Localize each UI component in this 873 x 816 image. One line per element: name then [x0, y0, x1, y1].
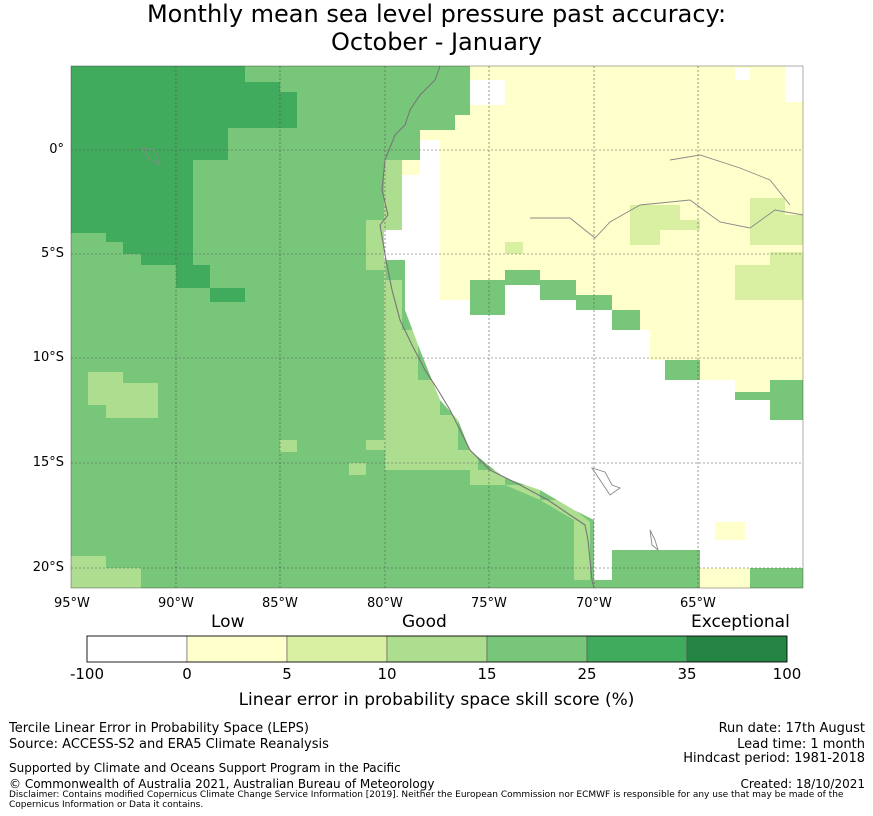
colorbar-tick: 10: [377, 665, 397, 683]
footer-created: Created: 18/10/2021: [740, 777, 865, 791]
lon-label-70w: 70°W: [576, 596, 612, 611]
colorbar-category-low: Low: [211, 612, 245, 632]
region-amazon-north: [402, 66, 803, 392]
colorbar-tick: -100: [69, 665, 105, 683]
colorbar-label: Linear error in probability space skill …: [238, 690, 635, 710]
colorbar-bin-4: [486, 635, 588, 663]
lake-outline: [649, 529, 659, 552]
colorbar-tick: 100: [772, 665, 802, 683]
region-white-patch: [735, 68, 750, 80]
region-light-green-patch: [280, 440, 297, 452]
region-white-patch: [785, 66, 803, 102]
map-gridlines: [71, 66, 803, 588]
footer-copyright: © Commonwealth of Australia 2021, Austra…: [9, 777, 435, 791]
colorbar-bin-1: [186, 635, 288, 663]
colorbar-category-exceptional: Exceptional: [691, 612, 790, 632]
colorbar-frame: [86, 635, 788, 663]
region-light-green-patch: [505, 242, 523, 254]
lat-label-20s: 20°S: [32, 560, 64, 575]
colorbar-tick: 35: [677, 665, 697, 683]
lat-label-15s: 15°S: [32, 455, 64, 470]
lon-label-65w: 65°W: [680, 596, 716, 611]
region-light-green-patch: [630, 205, 700, 245]
lat-label-10s: 10°S: [32, 350, 64, 365]
footer-source: Source: ACCESS-S2 and ERA5 Climate Reana…: [9, 737, 329, 752]
colorbar-category-good: Good: [402, 612, 447, 632]
colorbar-bin-6: [686, 635, 788, 663]
region-light-green-patch: [735, 252, 803, 300]
region-yellow-patch: [715, 522, 745, 540]
footer-hindcast: Hindcast period: 1981-2018: [683, 751, 865, 766]
lon-label-80w: 80°W: [367, 596, 403, 611]
colorbar-tick: 15: [477, 665, 497, 683]
colorbar-tick: 25: [577, 665, 597, 683]
map-frame: [70, 65, 804, 589]
colorbar-bin-3: [386, 635, 488, 663]
region-peru-coastal-strip: [366, 160, 590, 580]
colorbar-bin-2: [286, 635, 388, 663]
lake-outline: [590, 467, 621, 496]
lon-label-85w: 85°W: [262, 596, 298, 611]
map-title-line1: Monthly mean sea level pressure past acc…: [146, 0, 727, 28]
lat-label-0: 0°: [49, 142, 64, 157]
island-outline: [141, 147, 161, 166]
lon-label-95w: 95°W: [54, 596, 90, 611]
region-yellow-patch: [700, 568, 750, 588]
region-light-green-patch: [349, 463, 366, 475]
country-border: [669, 154, 791, 206]
colorbar-tick: 0: [182, 665, 192, 683]
coastline: [379, 65, 595, 589]
lat-label-5s: 5°S: [40, 246, 64, 261]
footer-lead-time: Lead time: 1 month: [737, 737, 865, 752]
footer-method: Tercile Linear Error in Probability Spac…: [9, 721, 309, 736]
map-title-line2: October - January: [331, 28, 542, 56]
colorbar-tick: 5: [282, 665, 292, 683]
region-white-patch: [470, 80, 505, 105]
footer-support: Supported by Climate and Oceans Support …: [9, 761, 401, 775]
footer-disclaimer: Disclaimer: Contains modified Copernicus…: [9, 790, 844, 810]
region-light-green-patch: [750, 198, 803, 245]
lon-label-75w: 75°W: [471, 596, 507, 611]
colorbar-bin-5: [586, 635, 688, 663]
skill-map: [70, 65, 804, 589]
country-border: [530, 199, 804, 239]
colorbar: [86, 635, 788, 663]
footer-run-date: Run date: 17th August: [718, 721, 865, 736]
lon-label-90w: 90°W: [158, 596, 194, 611]
region-north-west-pacific: [71, 66, 297, 302]
region-light-green-patch: [71, 556, 141, 588]
colorbar-bin-0: [86, 635, 188, 663]
region-light-green-patch: [88, 372, 158, 418]
